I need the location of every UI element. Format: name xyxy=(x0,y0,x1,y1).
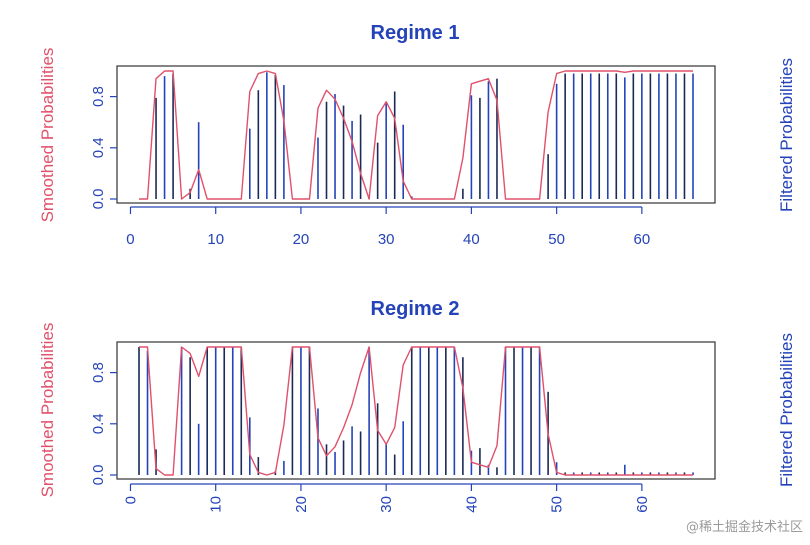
x-tick-label: 20 xyxy=(293,496,310,513)
y-axis-label-left: Smoothed Probabilities xyxy=(38,48,57,223)
plot-frame xyxy=(116,341,716,480)
x-tick-label: 60 xyxy=(634,496,651,513)
chart-title: Regime 1 xyxy=(371,22,460,44)
watermark-text: @稀土掘金技术社区 xyxy=(686,519,803,535)
y-tick-label: 0.0 xyxy=(90,189,107,210)
y-tick-label: 0.8 xyxy=(90,86,107,107)
filtered-probability-spikes xyxy=(138,347,694,475)
regime-2-panel: Regime 2 0.0 0.4 0.8 0 10 20 30 40 50 60 Smoothed P… xyxy=(38,298,796,513)
x-tick-label: 40 xyxy=(463,496,480,513)
y-tick-label: 0.8 xyxy=(90,362,107,383)
y-axis-label-left: Smoothed Probabilities xyxy=(38,323,57,498)
smoothed-probability-line xyxy=(139,70,693,200)
x-tick-label: 0 xyxy=(122,496,139,504)
x-tick-label: 60 xyxy=(634,231,651,248)
plot-frame xyxy=(116,65,716,204)
y-tick-label: 0.4 xyxy=(90,413,107,434)
x-tick-label: 10 xyxy=(208,496,225,513)
smoothed-probability-line xyxy=(139,346,693,476)
regime-1-panel: Regime 1 0.0 0.4 0.8 0 10 20 30 40 50 60 Smoothed P… xyxy=(38,22,796,248)
y-axis-label-right: Filtered Probabilities xyxy=(777,333,796,487)
y-axis-label-right: Filtered Probabilities xyxy=(777,58,796,212)
chart-title: Regime 2 xyxy=(371,298,460,320)
x-tick-label: 10 xyxy=(207,231,224,248)
x-tick-label: 20 xyxy=(293,231,310,248)
x-tick-label: 0 xyxy=(126,231,134,248)
y-tick-label: 0.4 xyxy=(90,137,107,158)
x-tick-label: 40 xyxy=(463,231,480,248)
x-tick-label: 30 xyxy=(378,231,395,248)
x-tick-label: 30 xyxy=(378,496,395,513)
y-tick-label: 0.0 xyxy=(90,465,107,486)
x-tick-label: 50 xyxy=(548,231,565,248)
x-tick-label: 50 xyxy=(549,496,566,513)
filtered-probability-spikes xyxy=(155,72,694,199)
